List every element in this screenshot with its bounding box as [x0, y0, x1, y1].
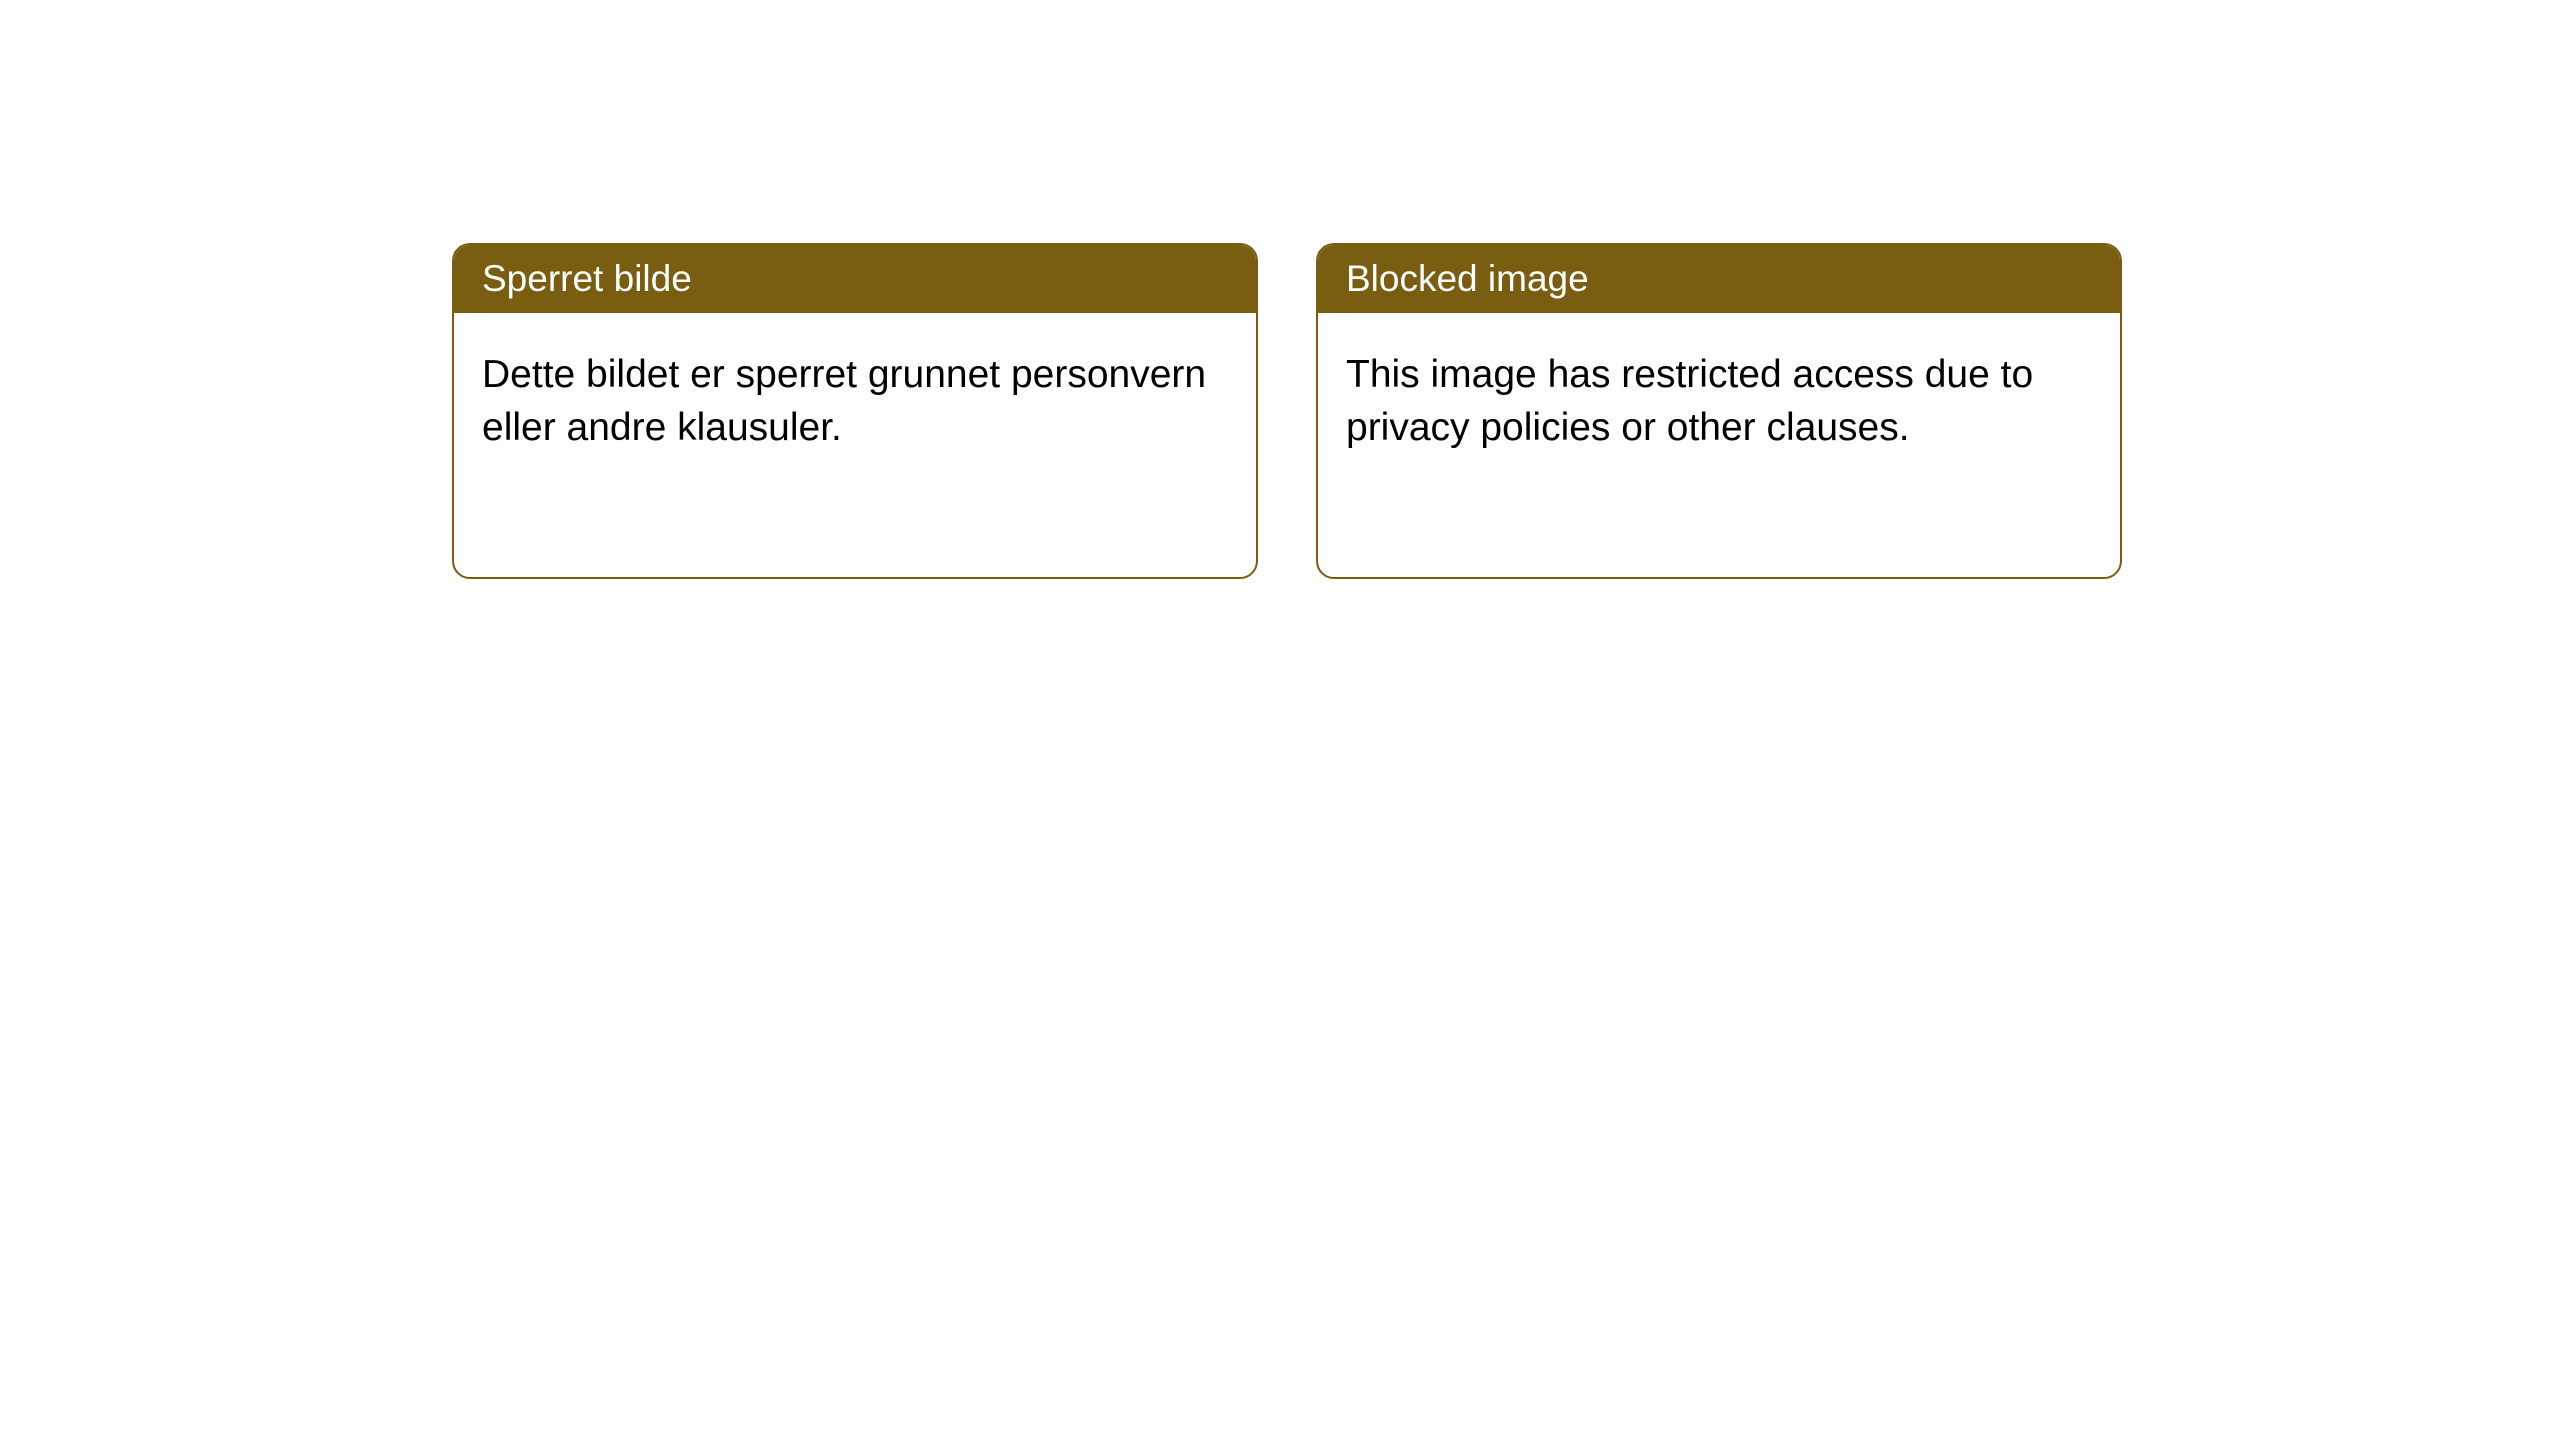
card-title: Blocked image	[1346, 258, 1589, 299]
card-title: Sperret bilde	[482, 258, 692, 299]
card-message: This image has restricted access due to …	[1346, 353, 2033, 449]
notice-card-norwegian: Sperret bilde Dette bildet er sperret gr…	[452, 243, 1258, 579]
card-header: Blocked image	[1318, 245, 2120, 313]
notice-container: Sperret bilde Dette bildet er sperret gr…	[452, 243, 2122, 579]
card-header: Sperret bilde	[454, 245, 1256, 313]
notice-card-english: Blocked image This image has restricted …	[1316, 243, 2122, 579]
card-body: This image has restricted access due to …	[1318, 313, 2120, 490]
card-body: Dette bildet er sperret grunnet personve…	[454, 313, 1256, 490]
card-message: Dette bildet er sperret grunnet personve…	[482, 353, 1206, 449]
